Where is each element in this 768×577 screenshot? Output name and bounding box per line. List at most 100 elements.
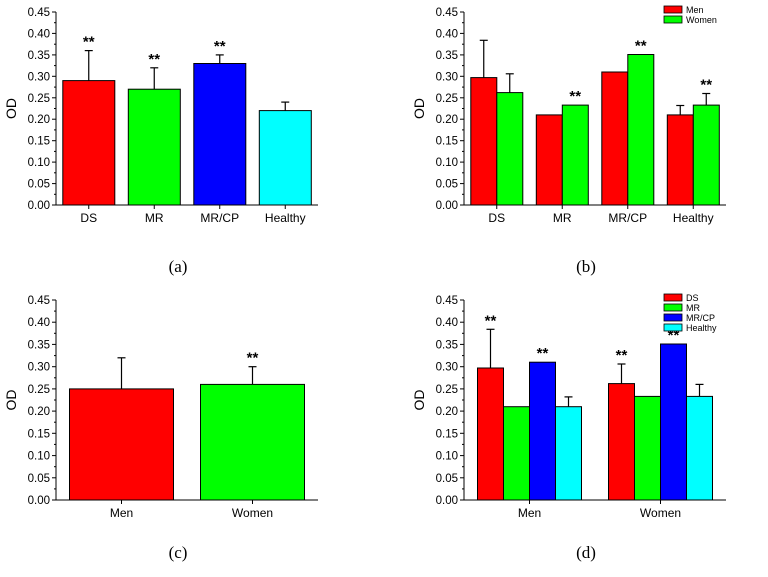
y-tick-label: 0.25 [28, 384, 50, 396]
legend-label: DS [686, 293, 699, 303]
y-tick-label: 0.40 [436, 28, 458, 40]
y-tick-label: 0.35 [28, 339, 50, 351]
y-tick-label: 0.35 [436, 50, 458, 62]
significance-label: ** [83, 34, 95, 51]
bar-healthy-men [555, 406, 582, 501]
x-tick-label: MR/CP [200, 211, 239, 225]
y-tick-label: 0.10 [28, 451, 50, 463]
legend-swatch [663, 15, 683, 24]
legend-swatch [663, 5, 683, 14]
bar-mr-cp-mr-cp [193, 63, 247, 206]
x-tick-label: DS [80, 211, 97, 225]
x-tick-label: Men [110, 506, 133, 520]
significance-label: ** [668, 327, 680, 344]
significance-label: ** [485, 312, 497, 329]
panel-c: ** 0.00 0.05 0.10 0.15 0.20 0.25 0.30 0.35 0.40 0.… [3, 295, 318, 520]
x-tick-label: MR [553, 211, 572, 225]
legend-label: MR [686, 303, 700, 313]
y-tick-label: 0.20 [28, 114, 50, 126]
bar-mr-mr [127, 88, 181, 206]
bar-mr-cp-women [660, 343, 687, 501]
panel-a: ** ** ** 0.00 0.05 0.10 0.15 0.20 0.25 0.30 0.35 0.… [3, 7, 318, 225]
bar-women-mr-cp [627, 54, 655, 206]
y-tick-label: 0.30 [436, 362, 458, 374]
legend-swatch [663, 303, 683, 312]
bar-men-mr-cp [601, 71, 629, 206]
bar-ds-men [477, 367, 504, 501]
x-tick-label: Healthy [673, 211, 714, 225]
panel-label-b: (b) [576, 257, 596, 276]
panel-b: ** ** ** 0.00 0.05 0.10 0.15 0.20 0.25 0.30 0.35 0.… [411, 5, 726, 225]
y-axis-label: OD [3, 390, 19, 411]
bar-men-healthy [666, 114, 694, 206]
bar-healthy-healthy [258, 110, 312, 206]
significance-label: ** [247, 350, 259, 367]
legend-label: Women [686, 15, 717, 25]
x-tick-label: MR/CP [608, 211, 647, 225]
y-tick-label: 0.35 [28, 50, 50, 62]
y-axis-label: OD [411, 98, 427, 119]
y-tick-label: 0.15 [436, 136, 458, 148]
y-tick-label: 0.00 [28, 495, 50, 507]
y-tick-label: 0.45 [28, 7, 50, 19]
bar-men-mr [535, 114, 563, 206]
y-tick-label: 0.25 [436, 93, 458, 105]
y-tick-label: 0.15 [28, 136, 50, 148]
panel-d: ** ** ** ** 0.00 0.05 0.10 0.15 0.20 0.25 0.30 0.35… [411, 293, 726, 520]
y-tick-label: 0.40 [28, 28, 50, 40]
legend-swatch [663, 293, 683, 302]
bar-mr-men [503, 406, 530, 501]
significance-label: ** [635, 38, 647, 55]
y-tick-label: 0.45 [436, 7, 458, 19]
bar-ds-women [608, 383, 635, 501]
y-tick-label: 0.45 [436, 295, 458, 307]
bar-men-men [69, 388, 174, 501]
bar-women-healthy [692, 104, 720, 206]
y-tick-label: 0.05 [28, 473, 50, 485]
bar-mr-cp-men [529, 361, 556, 501]
bar-ds-ds [62, 80, 116, 206]
bar-men-ds [470, 77, 498, 206]
significance-label: ** [700, 77, 712, 94]
y-tick-label: 0.05 [436, 179, 458, 191]
panel-label-c: (c) [169, 543, 188, 562]
y-axis-label: OD [411, 390, 427, 411]
y-tick-label: 0.00 [436, 495, 458, 507]
x-tick-label: Women [640, 506, 681, 520]
y-tick-label: 0.20 [436, 406, 458, 418]
x-tick-label: DS [488, 211, 505, 225]
significance-label: ** [537, 345, 549, 362]
x-tick-label: Men [518, 506, 541, 520]
legend-swatch [663, 313, 683, 322]
x-tick-label: MR [145, 211, 164, 225]
y-tick-label: 0.40 [28, 317, 50, 329]
y-tick-label: 0.10 [436, 157, 458, 169]
y-tick-label: 0.10 [436, 451, 458, 463]
bar-mr-women [634, 395, 661, 501]
y-tick-label: 0.00 [28, 200, 50, 212]
y-tick-label: 0.30 [28, 71, 50, 83]
y-tick-label: 0.15 [436, 428, 458, 440]
legend-label: Healthy [686, 323, 717, 333]
panel-label-a: (a) [169, 257, 188, 276]
y-tick-label: 0.00 [436, 200, 458, 212]
y-axis-label: OD [3, 98, 19, 119]
y-tick-label: 0.05 [436, 473, 458, 485]
y-tick-label: 0.20 [28, 406, 50, 418]
y-tick-label: 0.15 [28, 428, 50, 440]
x-tick-label: Women [232, 506, 273, 520]
legend-swatch [663, 323, 683, 332]
panel-label-d: (d) [576, 543, 596, 562]
x-tick-label: Healthy [265, 211, 306, 225]
y-tick-label: 0.30 [436, 71, 458, 83]
y-tick-label: 0.35 [436, 339, 458, 351]
y-tick-label: 0.45 [28, 295, 50, 307]
legend-label: MR/CP [686, 313, 715, 323]
bar-women-women [200, 383, 305, 501]
bar-women-mr [561, 104, 589, 206]
y-tick-label: 0.30 [28, 362, 50, 374]
y-tick-label: 0.25 [28, 93, 50, 105]
y-tick-label: 0.10 [28, 157, 50, 169]
y-tick-label: 0.05 [28, 179, 50, 191]
